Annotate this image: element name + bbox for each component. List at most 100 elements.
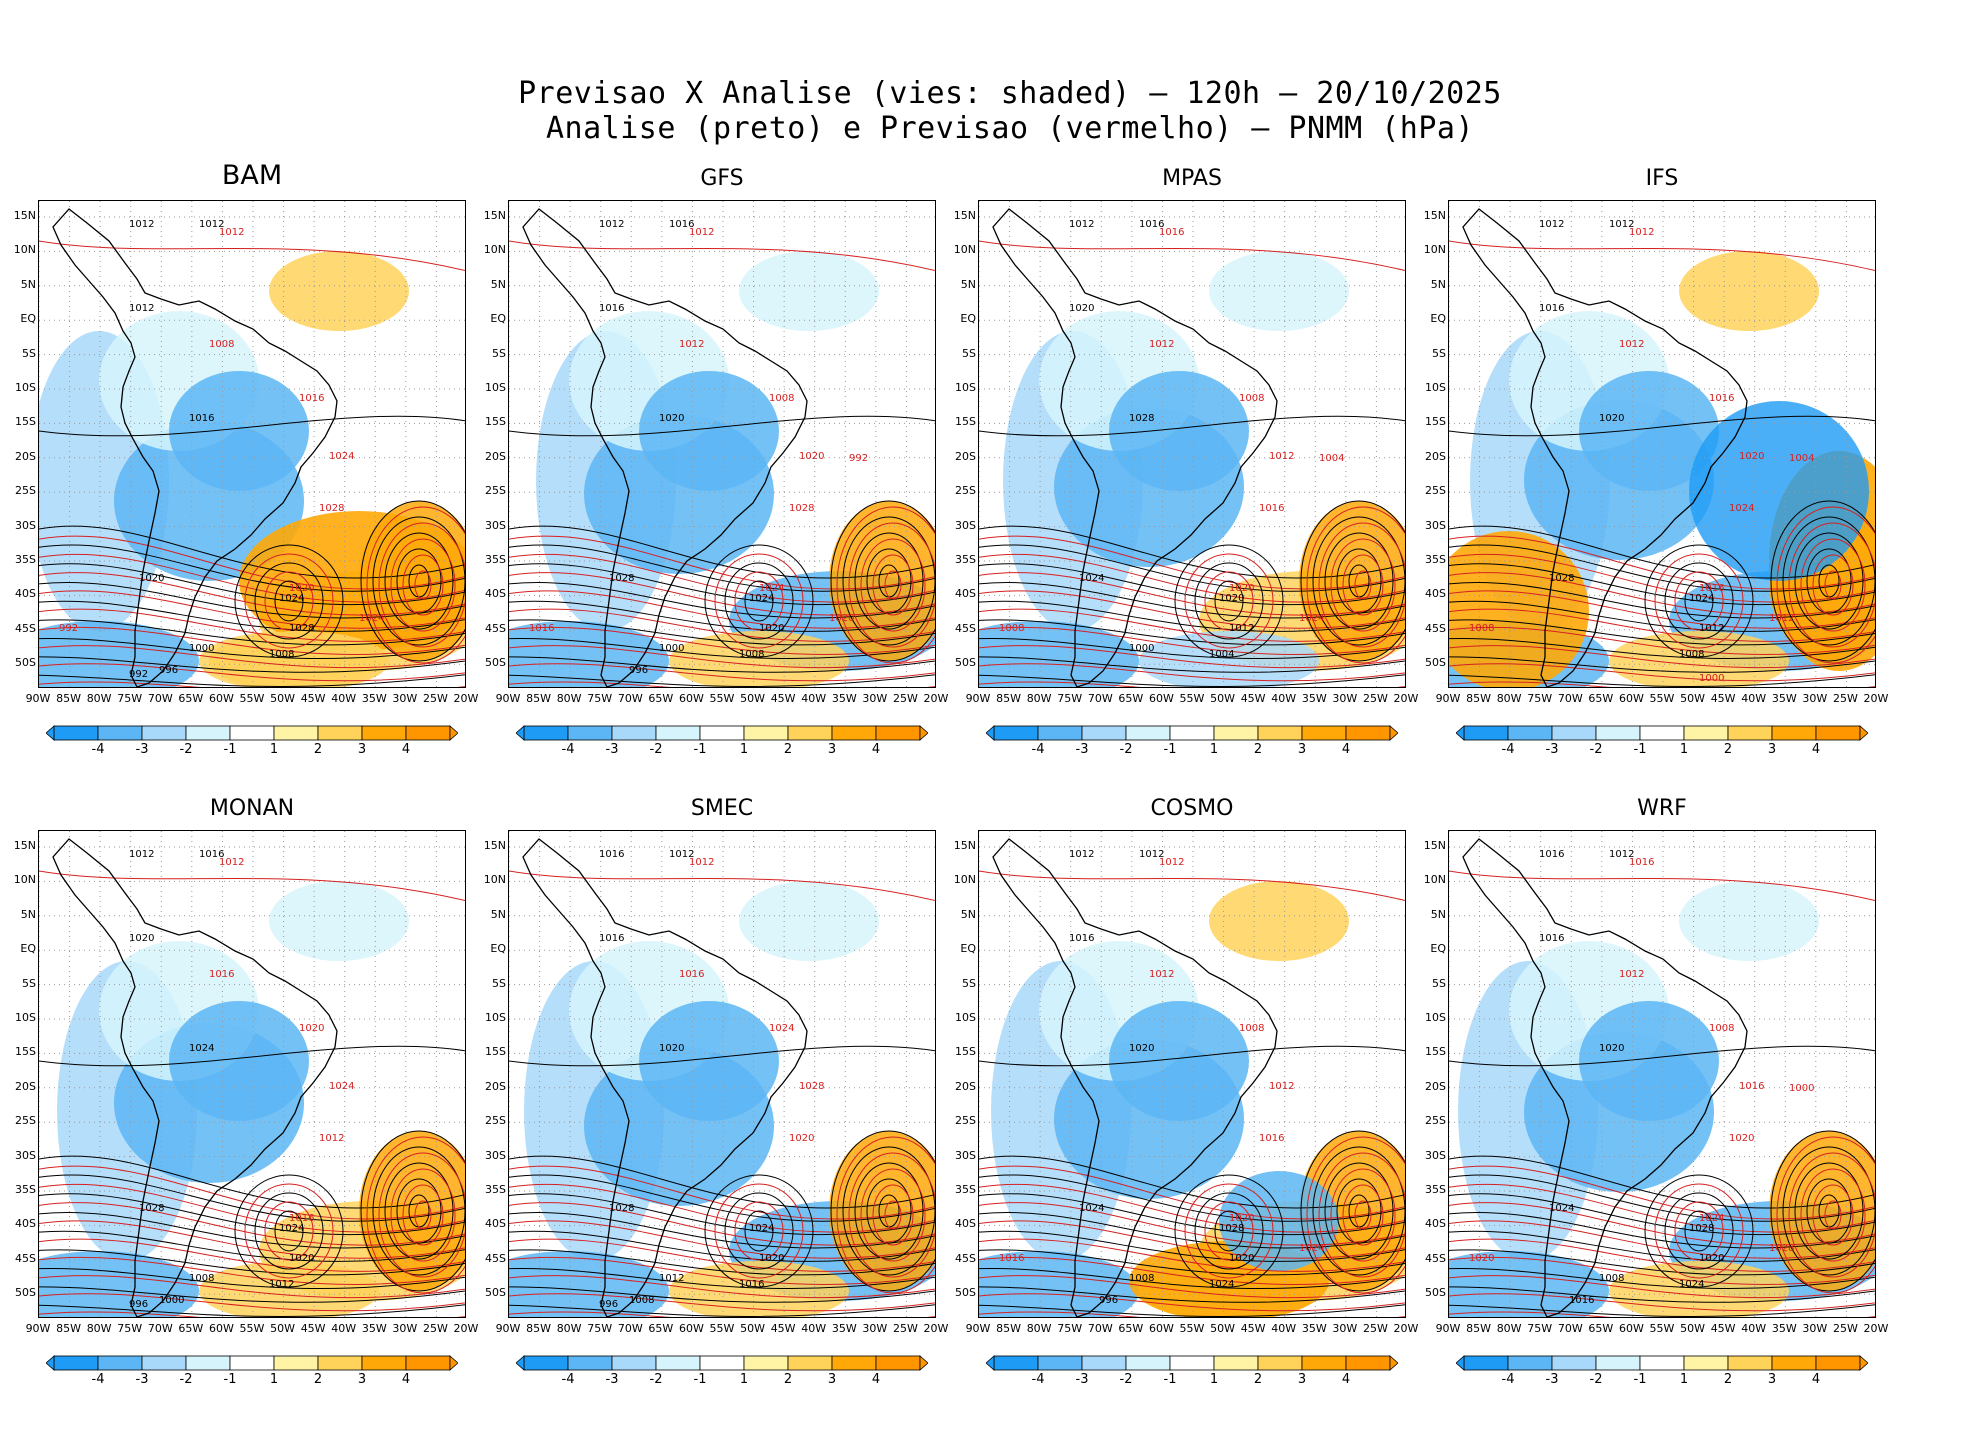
lat-label: EQ [490, 942, 506, 956]
colorbar-label: -2 [1119, 742, 1133, 757]
lat-label: 50S [1425, 656, 1446, 670]
panel-smec: SMEC 1016 1012 1016 1020 1028 1024 1020 1016 1012… [484, 790, 949, 1430]
lat-label: 25S [1425, 1114, 1446, 1128]
lon-label: 90W [25, 692, 51, 705]
map-bam: 1012 1012 1012 1016 1020 1024 1028 1008 1000 996 9… [38, 200, 466, 688]
lat-label: EQ [490, 312, 506, 326]
lat-label: 35S [1425, 1183, 1446, 1196]
colorbar-label: 1 [739, 742, 749, 757]
colorbar-label: 2 [313, 742, 323, 757]
lon-label: 60W [678, 1322, 704, 1335]
colorbar-label: 4 [1811, 1372, 1821, 1387]
lon-label: 80W [1496, 692, 1522, 705]
lon-label: 55W [1649, 1322, 1675, 1335]
lat-label: 45S [955, 1251, 976, 1265]
isobars [509, 240, 935, 687]
lat-label: 35S [955, 553, 976, 566]
isobar-label-red: 1024 [1299, 613, 1324, 624]
isobar-label-black: 1024 [279, 593, 304, 604]
lon-label: 80W [86, 1322, 112, 1335]
map-canvas-ifs: 1012 101210161020102810241012100810121012… [1449, 201, 1875, 687]
isobar-label-red: 1004 [1319, 453, 1344, 464]
lat-label: 15N [1423, 839, 1446, 852]
lat-label: 15S [955, 1045, 976, 1059]
isobar-label-red: 1016 [1259, 1133, 1284, 1144]
isobar-label-black: 1020 [1129, 1043, 1154, 1054]
lon-label: 70W [1087, 692, 1113, 705]
lat-label: 25S [15, 484, 36, 498]
map-smec: 1016 1012 1016 1020 1028 1024 1020 1016 1012 1008… [508, 830, 936, 1318]
lon-label: 40W [801, 692, 827, 705]
lon-label: 75W [117, 1322, 143, 1335]
lon-label: 50W [1680, 692, 1705, 705]
lon-label: 70W [1557, 692, 1583, 705]
isobar-label-black: 1016 [1539, 933, 1564, 944]
lat-label: 40S [955, 1217, 976, 1231]
isobar-labels: 1016 101210161020102410281020102410081016… [1469, 849, 1814, 1306]
lon-label: 45W [770, 1322, 796, 1335]
isobar-label-red: 1020 [1739, 451, 1764, 462]
colorbar-label: -3 [1075, 742, 1089, 757]
colorbar-monan: -4 -3 -2 -1 1 2 3 4 [45, 1354, 459, 1387]
colorbar-label: 4 [871, 742, 881, 757]
colorbar-label: 1 [1679, 1372, 1689, 1387]
lat-label: 50S [955, 1286, 976, 1300]
colorbar-label: 4 [1341, 1372, 1351, 1387]
isobars [979, 870, 1405, 1317]
colorbar-label: -2 [1589, 742, 1603, 757]
isobar-label-red: 1016 [999, 1253, 1024, 1264]
lon-label: 75W [1057, 1322, 1083, 1335]
lon-label: 80W [1026, 1322, 1052, 1335]
isobar-label-red: 1024 [329, 1081, 354, 1092]
isobar-label-black: 1024 [1079, 1203, 1104, 1214]
isobar-label-black: 1012 [1609, 219, 1634, 230]
isobar-label-red: 1024 [329, 451, 354, 462]
isobar-label-black: 1012 [1609, 849, 1634, 860]
lon-label: 25W [892, 1322, 918, 1335]
lat-label: 45S [485, 1251, 506, 1265]
map-canvas-smec: 1016 1012 1016 1020 1028 1024 1020 1016 1012 1008… [509, 831, 935, 1317]
isobar-label-red: 1012 [1619, 969, 1644, 980]
lon-label: 60W [1148, 1322, 1174, 1335]
lon-label: 85W [996, 1322, 1021, 1335]
lon-label: 25W [422, 1322, 448, 1335]
colorbar-label: 3 [827, 1372, 837, 1387]
lon-label: 85W [56, 692, 81, 705]
lon-label: 45W [300, 1322, 326, 1335]
isobar-label-red: 1012 [1769, 613, 1794, 624]
colorbar-label: 2 [1253, 742, 1263, 757]
lat-label: 15S [1425, 1045, 1446, 1059]
colorbar-label: -1 [693, 742, 707, 757]
colorbar-cosmo: -4 -3 -2 -1 1 2 3 4 [985, 1354, 1399, 1387]
lon-label: 70W [1557, 1322, 1583, 1335]
lon-label: 90W [965, 692, 991, 705]
lon-label: 55W [239, 1322, 265, 1335]
lon-label: 85W [1466, 1322, 1491, 1335]
lon-label: 20W [453, 1322, 479, 1335]
colorbar-label: -1 [1633, 1372, 1647, 1387]
lat-label: 45S [1425, 621, 1446, 635]
lon-label: 60W [1618, 692, 1644, 705]
lon-label: 90W [1435, 1322, 1461, 1335]
lat-label: 35S [1425, 553, 1446, 566]
isobar-label-black: 1012 [1539, 219, 1564, 230]
colorbar-label: 1 [739, 1372, 749, 1387]
colorbar-label: 2 [783, 742, 793, 757]
bias-shading [1449, 251, 1875, 687]
lon-label: 40W [1271, 692, 1297, 705]
lat-label: EQ [960, 942, 976, 956]
isobar-label-black: 1012 [269, 1279, 294, 1290]
lat-label: 20S [955, 449, 976, 463]
lon-label: 45W [1240, 692, 1266, 705]
colorbar-label: -3 [1075, 1372, 1089, 1387]
lat-label: 50S [955, 656, 976, 670]
isobar-label-red: 1024 [769, 1023, 794, 1034]
map-canvas-cosmo: 1012 101210161020102410281020102410089961… [979, 831, 1405, 1317]
colorbar-label: 1 [1679, 742, 1689, 757]
lon-label: 60W [678, 692, 704, 705]
lat-label: 40S [15, 1217, 36, 1231]
isobar-label-red: 1016 [1159, 227, 1184, 238]
isobar-label-black: 1020 [659, 413, 684, 424]
lat-label: 40S [485, 587, 506, 601]
lon-label: 45W [1710, 1322, 1736, 1335]
